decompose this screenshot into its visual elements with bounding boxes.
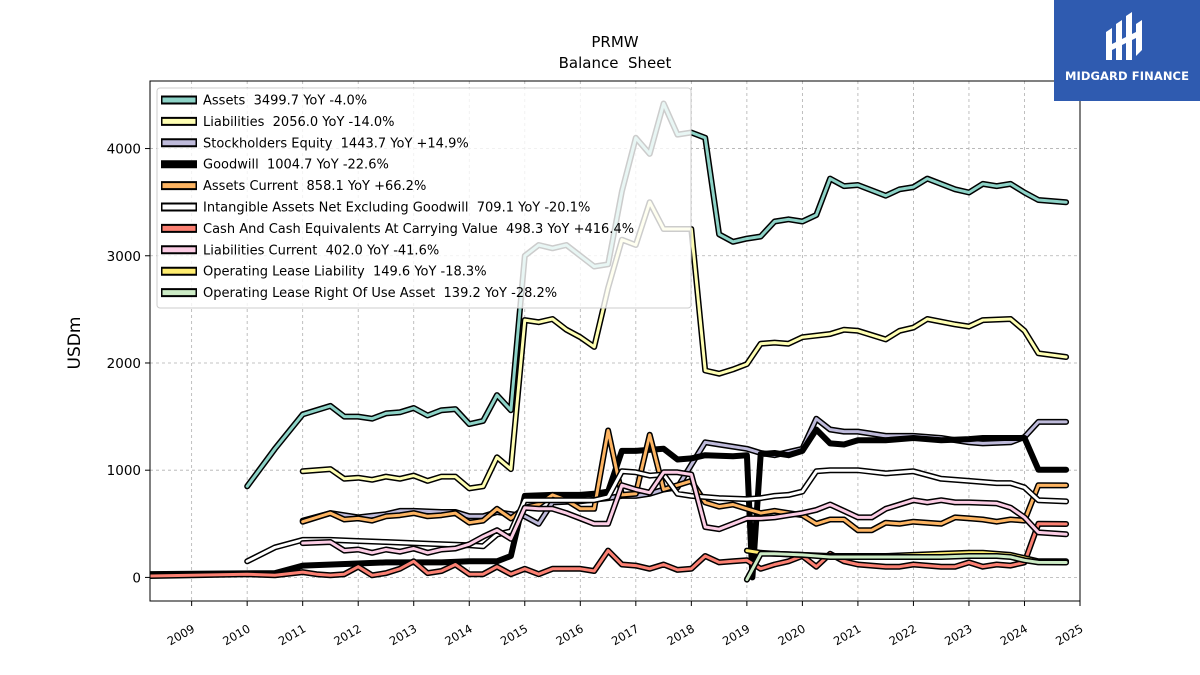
series-4 [299,427,1070,534]
y-tick-label: 0 [132,570,141,586]
legend-label: Cash And Cash Equivalents At Carrying Va… [203,222,634,237]
x-tick-label: 2021 [831,621,863,648]
series-line [745,552,1068,582]
x-tick-label: 2013 [387,621,419,648]
legend-label: Intangible Assets Net Excluding Goodwill… [203,201,590,216]
legend-label: Operating Lease Liability 149.6 YoY -18.… [203,265,487,280]
series-7 [299,469,1070,556]
legend-label: Goodwill 1004.7 YoY -22.6% [203,158,389,173]
x-tick-label: 2022 [887,621,919,648]
legend-label: Operating Lease Right Of Use Asset 139.2… [203,286,557,301]
series-line [150,522,1068,578]
x-tick-label: 2024 [998,621,1030,648]
legend-label: Liabilities 2056.0 YoY -14.0% [203,115,395,130]
y-axis-label: USDm [65,317,85,370]
legend-label: Liabilities Current 402.0 YoY -41.6% [203,243,439,258]
x-tick-label: 2015 [498,621,530,648]
series-6 [150,520,1070,580]
legend-label: Assets 3499.7 YoY -4.0% [203,94,367,109]
logo-text: MIDGARD FINANCE [1064,69,1190,83]
x-tick-label: 2009 [165,621,197,648]
x-tick-label: 2020 [776,621,808,648]
series-line [301,470,1068,555]
series-9 [743,550,1070,583]
midgard-finance-logo: MIDGARD FINANCE [1054,0,1200,101]
x-tick-label: 2023 [942,621,974,648]
y-tick-label: 4000 [107,142,141,158]
x-tick-label: 2018 [664,621,696,648]
x-tick-label: 2019 [720,621,752,648]
legend-label: Stockholders Equity 1443.7 YoY +14.9% [203,136,469,151]
x-tick-label: 2025 [1053,621,1085,648]
y-tick-label: 3000 [107,249,141,265]
y-tick-label: 1000 [107,463,141,479]
midgard-logo-icon [1106,12,1142,60]
x-tick-label: 2010 [220,621,252,648]
y-tick-label: 2000 [107,356,141,372]
plot-frame [149,80,1081,602]
x-tick-label: 2012 [331,621,363,648]
chart-title: PRMW [591,33,638,51]
chart-subtitle: Balance Sheet [559,54,672,72]
x-tick-label: 2016 [553,621,585,648]
x-tick-label: 2011 [276,621,308,648]
legend-box [156,87,692,309]
legend-label: Assets Current 858.1 YoY +66.2% [203,179,426,194]
series-line [301,429,1068,532]
x-tick-label: 2017 [609,621,641,648]
x-tick-label: 2014 [442,621,474,648]
legend: Assets 3499.7 YoY -4.0% Liabilities 2056.… [156,87,692,309]
series-line [150,426,1070,581]
series-3 [150,426,1070,581]
